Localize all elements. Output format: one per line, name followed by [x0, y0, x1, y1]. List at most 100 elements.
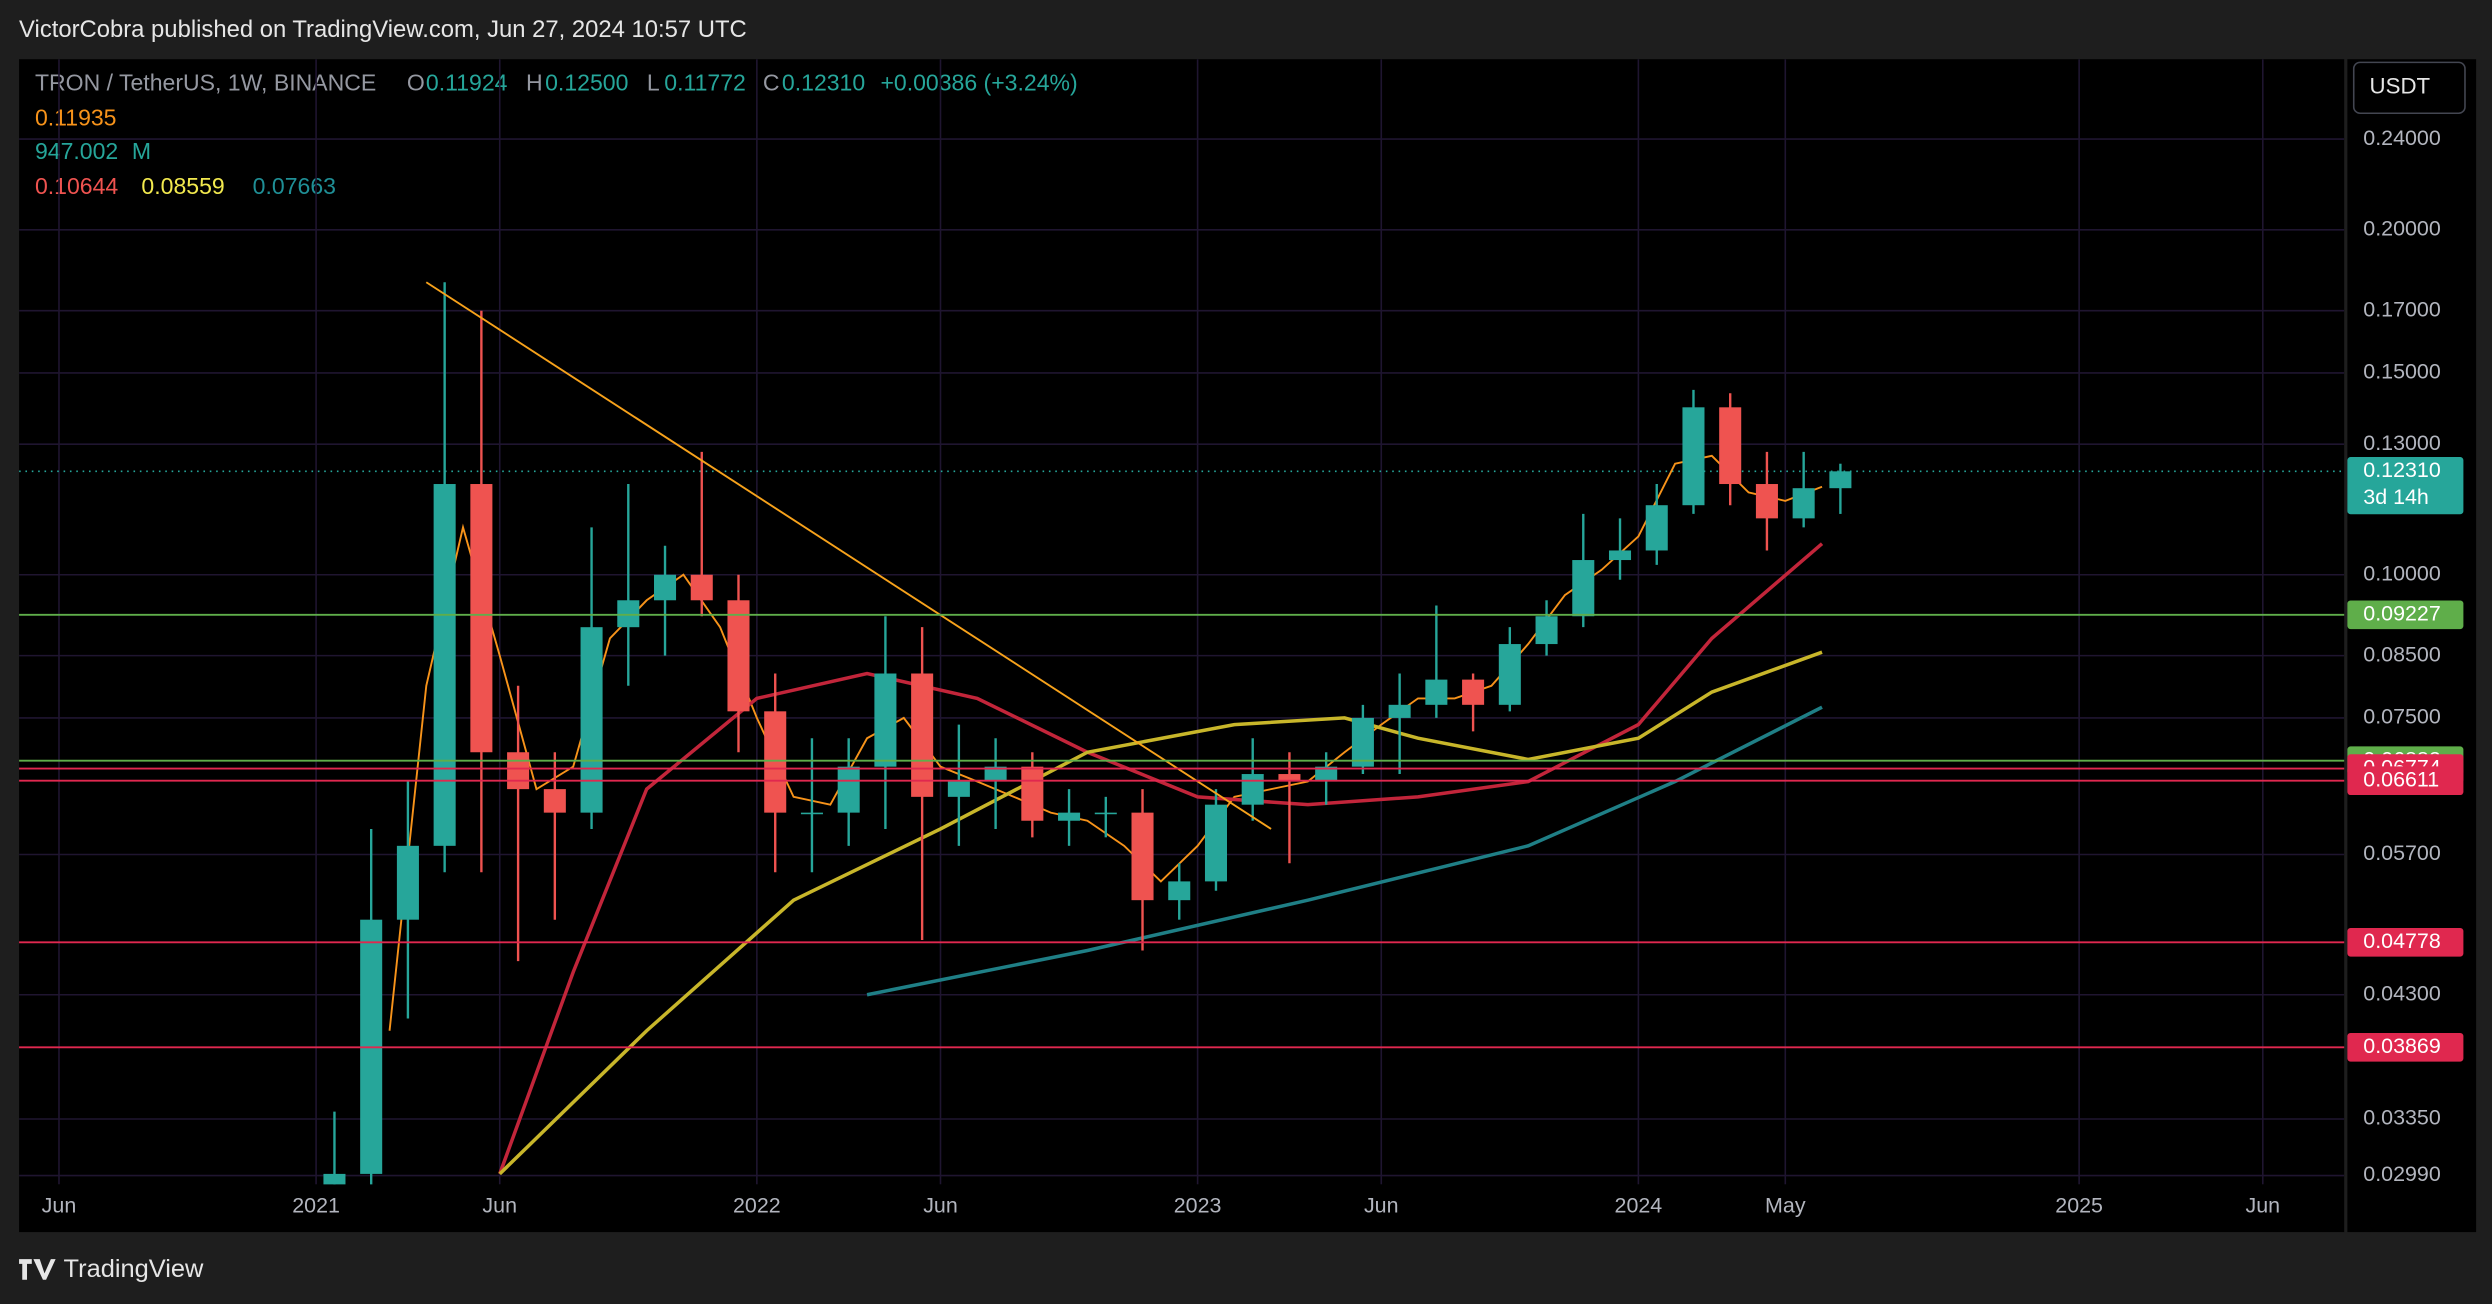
- x-tick-label: 2021: [292, 1193, 340, 1217]
- x-tick-label: May: [1765, 1193, 1806, 1217]
- candle-body: [1792, 488, 1815, 519]
- x-tick-label: Jun: [482, 1193, 517, 1217]
- candle-body: [1829, 471, 1852, 489]
- last-price-label: 0.12310: [2363, 458, 2441, 482]
- volume-value: 947.002: [35, 138, 118, 164]
- y-tick-label: 0.07500: [2363, 705, 2441, 729]
- candle-body: [1608, 550, 1632, 561]
- moving-average: [498, 542, 1824, 1175]
- candle-body: [1388, 704, 1411, 718]
- candle-body: [1241, 774, 1264, 805]
- y-tick-label: 0.15000: [2363, 360, 2441, 384]
- candle-body: [1058, 812, 1081, 821]
- plot-area: [19, 59, 2345, 1233]
- c-label: C: [763, 70, 780, 96]
- level-label: 0.04778: [2363, 929, 2441, 953]
- candle-body: [1572, 560, 1595, 617]
- volume-unit: M: [132, 138, 151, 164]
- level-label: 0.06611: [2363, 767, 2439, 791]
- last-price-tag: [2347, 457, 2464, 515]
- currency-button[interactable]: [2352, 61, 2466, 115]
- x-tick-label: 2025: [2055, 1193, 2103, 1217]
- y-tick-label: 0.03350: [2363, 1106, 2441, 1130]
- brand: TradingView: [64, 1255, 204, 1283]
- candle-body: [396, 845, 419, 920]
- countdown: 3d 14h: [2363, 485, 2429, 509]
- candle-body: [1682, 407, 1705, 506]
- candle-body: [764, 711, 787, 813]
- candle-body: [1168, 881, 1191, 901]
- candle-body: [1278, 774, 1301, 782]
- candle-body: [837, 766, 860, 813]
- candle-body: [1719, 407, 1742, 485]
- x-tick-label: Jun: [42, 1193, 77, 1217]
- ma-value: 0.08559: [141, 173, 224, 199]
- candle-body: [433, 484, 456, 846]
- candle-body: [1498, 644, 1521, 705]
- symbol: TRON / TetherUS, 1W, BINANCE: [35, 70, 376, 96]
- level-tag: [2347, 927, 2464, 957]
- y-tick-label: 0.02990: [2363, 1162, 2441, 1186]
- level-tag: [2347, 1033, 2464, 1062]
- candle-body: [1351, 717, 1374, 767]
- ema-value: 0.11935: [35, 105, 117, 131]
- candle-body: [617, 600, 640, 628]
- close: 0.12310: [782, 70, 865, 96]
- level-label: 0.09227: [2363, 601, 2441, 625]
- y-tick-label: 0.24000: [2363, 126, 2441, 150]
- logo: [19, 1259, 56, 1280]
- y-tick-label: 0.05700: [2363, 841, 2441, 865]
- moving-average: [498, 650, 1823, 1176]
- y-tick-label: 0.10000: [2363, 561, 2441, 585]
- x-tick-label: 2024: [1615, 1193, 1663, 1217]
- candle-body: [1425, 679, 1448, 705]
- y-tick-label: 0.20000: [2363, 216, 2441, 240]
- candle-body: [1131, 812, 1154, 901]
- candle-body: [1462, 679, 1485, 705]
- h-label: H: [526, 70, 543, 96]
- x-tick-label: 2022: [733, 1193, 781, 1217]
- candle-body: [543, 789, 566, 813]
- candle-body: [1094, 812, 1117, 815]
- y-tick-label: 0.04300: [2363, 981, 2441, 1005]
- x-tick-label: Jun: [923, 1193, 958, 1217]
- o-label: O: [407, 70, 425, 96]
- ma-value: 0.10644: [35, 173, 118, 199]
- y-tick-label: 0.08500: [2363, 642, 2441, 666]
- change: +0.00386 (+3.24%): [880, 70, 1077, 96]
- candle-body: [1755, 484, 1778, 519]
- ma-value: 0.07663: [253, 173, 336, 199]
- candle-body: [470, 484, 493, 753]
- low: 0.11772: [664, 70, 746, 96]
- candle-body: [1535, 616, 1558, 645]
- open: 0.11924: [426, 70, 508, 96]
- x-tick-label: Jun: [2246, 1193, 2281, 1217]
- candle-body: [1645, 505, 1668, 551]
- candle-body: [727, 600, 750, 712]
- candle-body: [1204, 804, 1227, 882]
- candle-body: [1315, 766, 1338, 782]
- candle-body: [911, 673, 934, 797]
- candle-body: [690, 574, 713, 601]
- level-tag: [2347, 766, 2464, 796]
- level-label: 0.03869: [2363, 1034, 2441, 1058]
- candle-body: [1021, 766, 1044, 821]
- x-tick-label: 2023: [1174, 1193, 1222, 1217]
- candle-body: [947, 781, 970, 797]
- candle-body: [654, 574, 677, 601]
- currency[interactable]: USDT: [2370, 74, 2431, 99]
- trendline: [425, 281, 1272, 830]
- plot: [19, 59, 2345, 1185]
- candle-body: [507, 752, 530, 790]
- candle-body: [800, 812, 823, 815]
- x-tick-label: Jun: [1364, 1193, 1399, 1217]
- y-tick-label: 0.17000: [2363, 297, 2441, 321]
- candle-body: [984, 766, 1007, 782]
- high: 0.12500: [545, 70, 628, 96]
- level-tag: [2347, 600, 2464, 630]
- published-line: VictorCobra published on TradingView.com…: [19, 16, 747, 43]
- y-tick-label: 0.13000: [2363, 431, 2441, 455]
- l-label: L: [647, 70, 660, 96]
